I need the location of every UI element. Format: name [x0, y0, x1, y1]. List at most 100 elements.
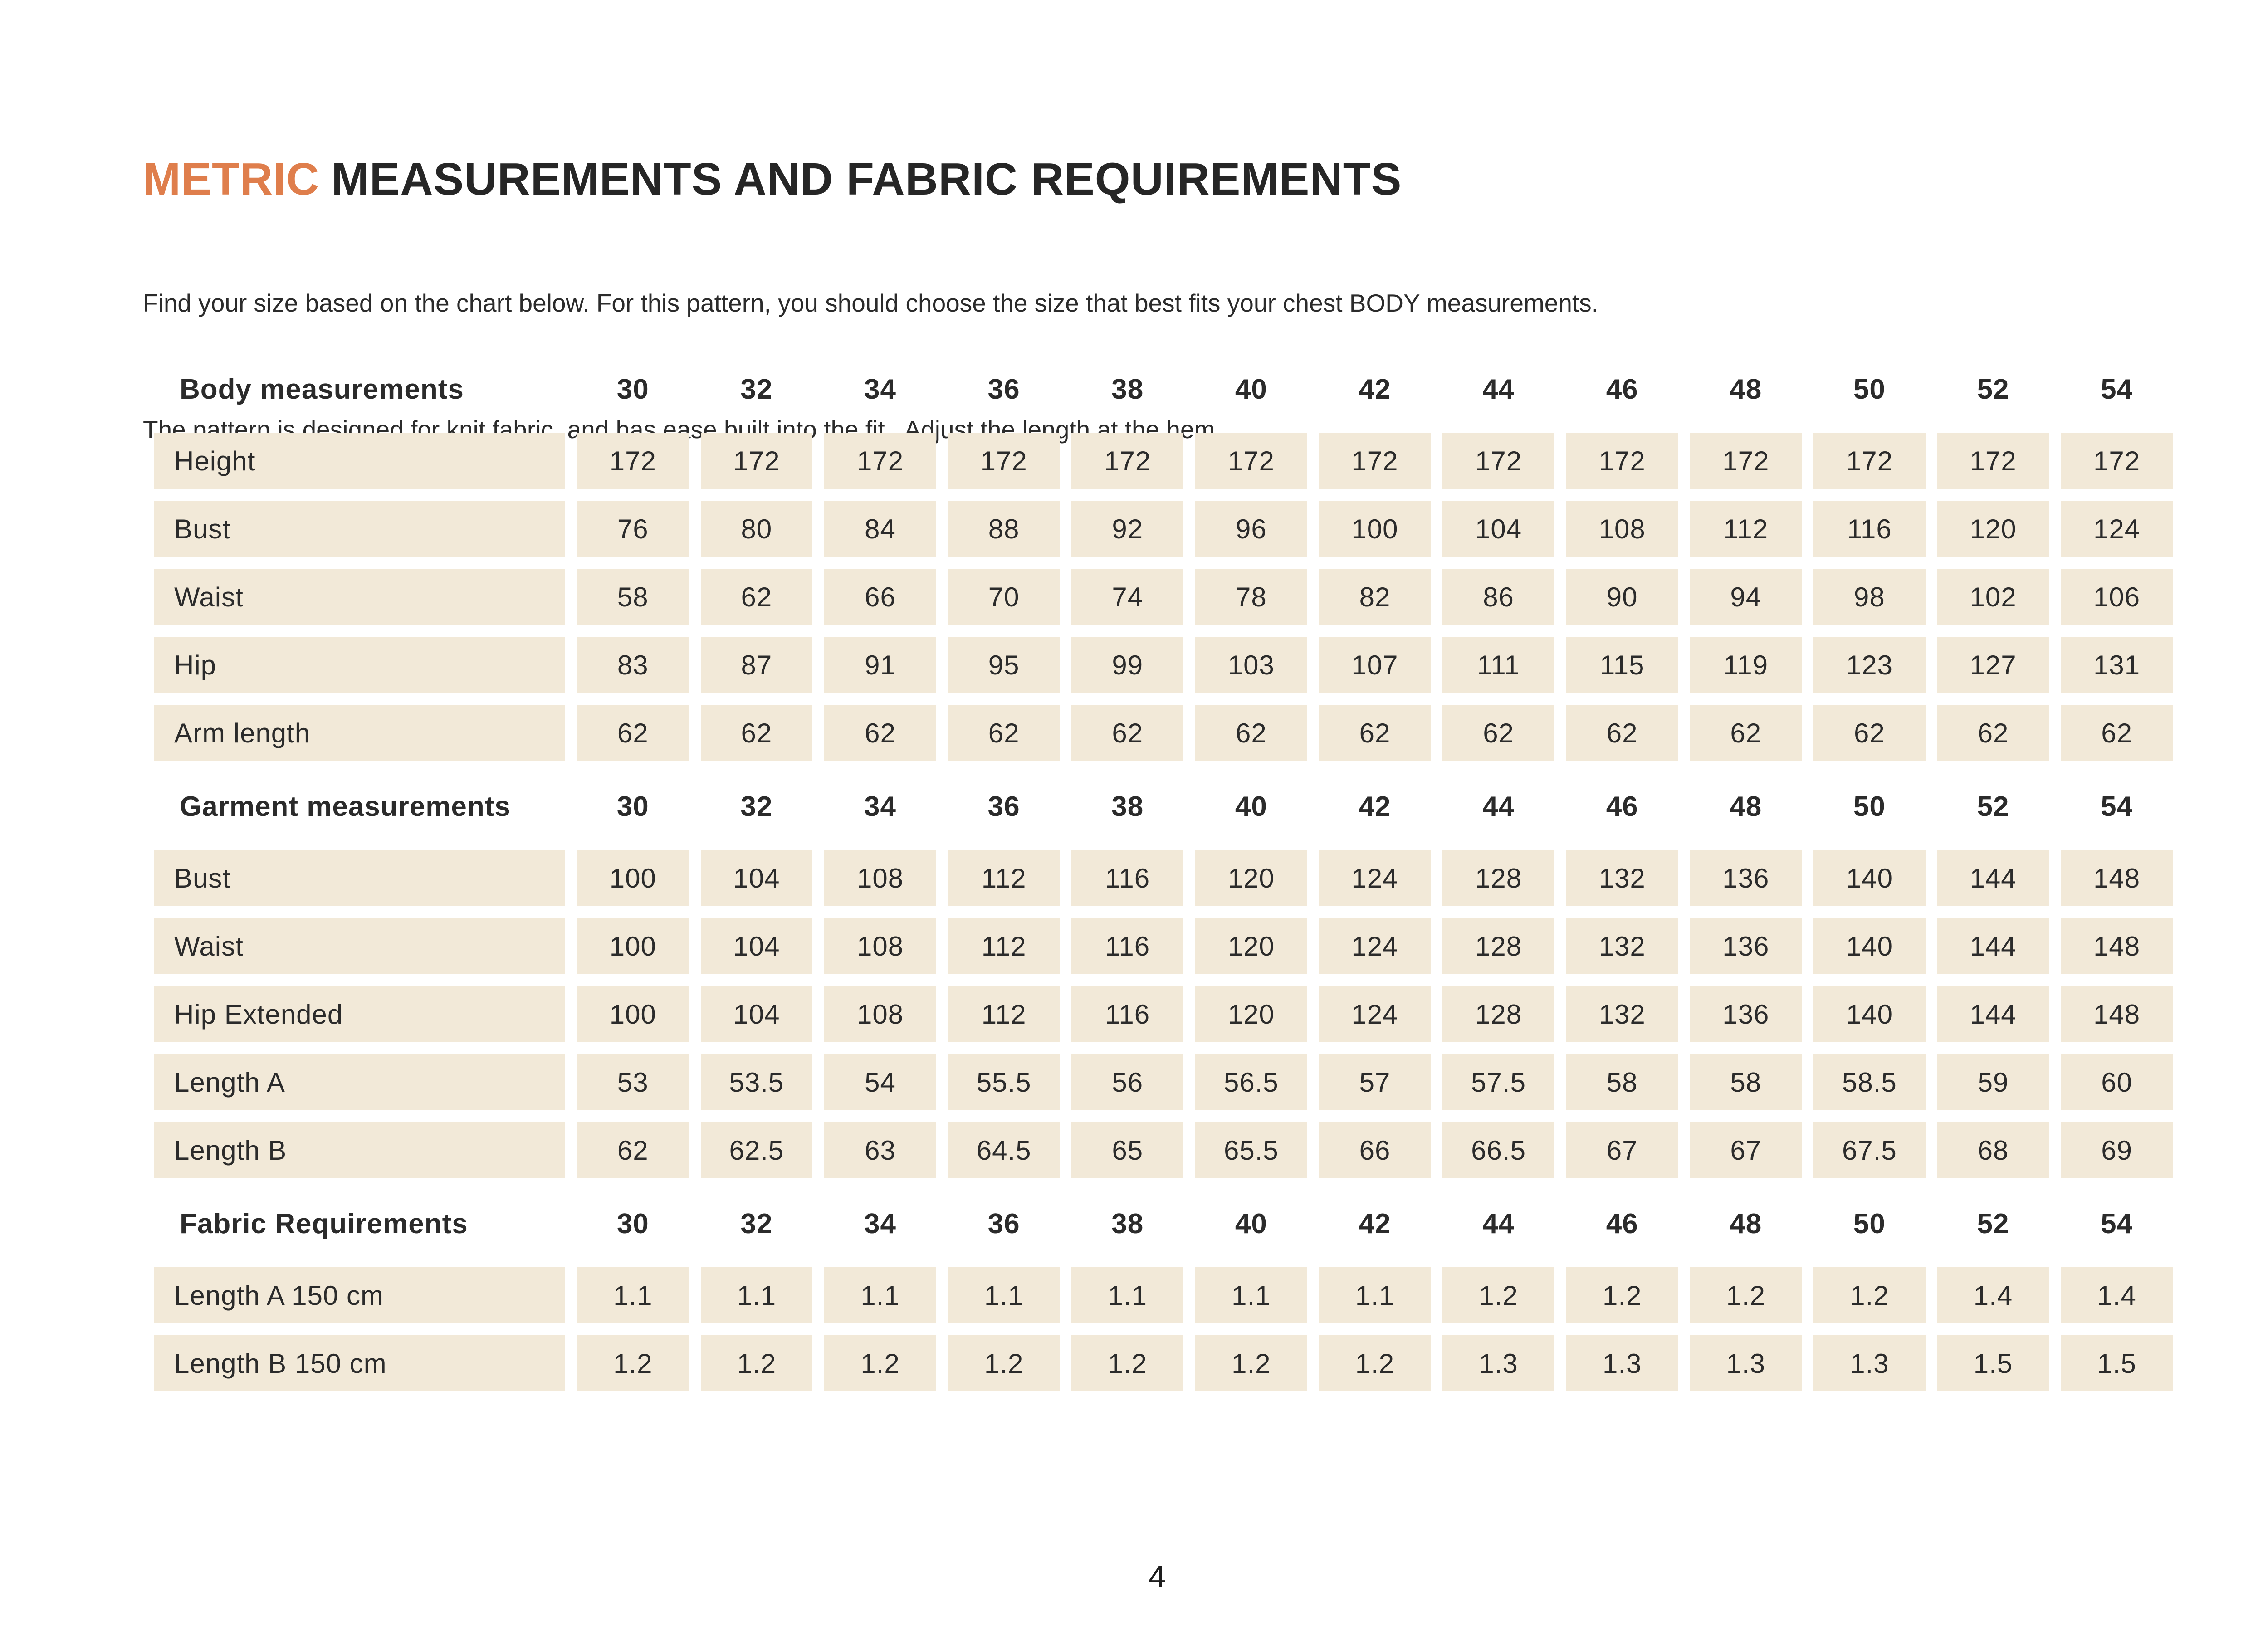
- value-cell: 76: [577, 501, 689, 557]
- section-header-row-garment-measurements: Garment measurements 30 32 34 36 38 40 42 44 46 48…: [154, 778, 2173, 835]
- row-label: Bust: [154, 850, 565, 906]
- value-cell: 80: [700, 501, 813, 557]
- size-column-header-44: 44: [1482, 373, 1515, 405]
- value-cell: 172: [1319, 433, 1431, 489]
- value-cell: 132: [1566, 850, 1678, 906]
- row-label: Hip: [154, 637, 565, 693]
- value-cell: 78: [1195, 569, 1307, 625]
- table-row-hip: Hip 83 87 91 95 99 103 107 111 115 119 123 127 131: [154, 637, 2173, 693]
- value-cell: 119: [1690, 637, 1802, 693]
- value-cell: 112: [948, 850, 1060, 906]
- value-cell: 74: [1071, 569, 1184, 625]
- value-cell: 63: [824, 1122, 936, 1178]
- value-cell: 140: [1813, 918, 1926, 974]
- value-cell: 107: [1319, 637, 1431, 693]
- value-cell: 1.1: [824, 1267, 936, 1323]
- page-title-highlight: METRIC: [143, 154, 320, 205]
- page-title: METRIC MEASUREMENTS AND FABRIC REQUIREMEN…: [143, 153, 1402, 205]
- value-cell: 1.1: [1195, 1267, 1307, 1323]
- value-cell: 62: [1566, 705, 1678, 761]
- size-column-header-38: 38: [1111, 1208, 1144, 1240]
- value-cell: 144: [1937, 986, 2049, 1042]
- table-row-bust: Bust 76 80 84 88 92 96 100 104 108 112 116 120 124: [154, 501, 2173, 557]
- row-label: Hip Extended: [154, 986, 565, 1042]
- value-cell: 1.1: [1319, 1267, 1431, 1323]
- value-cell: 1.1: [948, 1267, 1060, 1323]
- value-cell: 102: [1937, 569, 2049, 625]
- size-column-header-34: 34: [864, 1208, 896, 1240]
- value-cell: 123: [1813, 637, 1926, 693]
- row-label: Waist: [154, 569, 565, 625]
- value-cell: 172: [948, 433, 1060, 489]
- value-cell: 88: [948, 501, 1060, 557]
- value-cell: 53: [577, 1054, 689, 1110]
- value-cell: 1.1: [700, 1267, 813, 1323]
- size-column-header-42: 42: [1359, 1208, 1391, 1240]
- size-column-header-42: 42: [1359, 791, 1391, 822]
- value-cell: 111: [1442, 637, 1554, 693]
- value-cell: 1.4: [2061, 1267, 2173, 1323]
- value-cell: 98: [1813, 569, 1926, 625]
- value-cell: 108: [824, 986, 936, 1042]
- size-table: Body measurements 30 32 34 36 38 40 42 44 46 48 50 5…: [154, 344, 2173, 1403]
- value-cell: 62: [577, 705, 689, 761]
- size-column-header-44: 44: [1482, 791, 1515, 822]
- value-cell: 116: [1071, 918, 1184, 974]
- value-cell: 1.3: [1566, 1335, 1678, 1391]
- size-column-header-50: 50: [1853, 1208, 1886, 1240]
- value-cell: 58.5: [1813, 1054, 1926, 1110]
- value-cell: 70: [948, 569, 1060, 625]
- value-cell: 132: [1566, 986, 1678, 1042]
- value-cell: 115: [1566, 637, 1678, 693]
- value-cell: 100: [1319, 501, 1431, 557]
- value-cell: 140: [1813, 986, 1926, 1042]
- value-cell: 120: [1195, 918, 1307, 974]
- table-row-bust: Bust 100 104 108 112 116 120 124 128 132 136 140 144…: [154, 850, 2173, 906]
- value-cell: 116: [1071, 986, 1184, 1042]
- value-cell: 62: [577, 1122, 689, 1178]
- value-cell: 106: [2061, 569, 2173, 625]
- table-row-hip-extended: Hip Extended 100 104 108 112 116 120 124 128 132 1…: [154, 986, 2173, 1042]
- value-cell: 108: [824, 850, 936, 906]
- size-column-header-54: 54: [2101, 373, 2133, 405]
- value-cell: 62: [824, 705, 936, 761]
- size-column-header-48: 48: [1730, 791, 1762, 822]
- value-cell: 131: [2061, 637, 2173, 693]
- value-cell: 1.2: [1071, 1335, 1184, 1391]
- value-cell: 140: [1813, 850, 1926, 906]
- size-column-header-52: 52: [1977, 1208, 2009, 1240]
- value-cell: 62.5: [700, 1122, 813, 1178]
- table-row-waist: Waist 100 104 108 112 116 120 124 128 132 136 140 14…: [154, 918, 2173, 974]
- size-column-header-30: 30: [616, 1208, 649, 1240]
- value-cell: 62: [948, 705, 1060, 761]
- value-cell: 69: [2061, 1122, 2173, 1178]
- table-row-length-a: Length A 53 53.5 54 55.5 56 56.5 57 57.5 58 58 58.5…: [154, 1054, 2173, 1110]
- value-cell: 120: [1195, 986, 1307, 1042]
- value-cell: 1.2: [700, 1335, 813, 1391]
- size-column-header-34: 34: [864, 373, 896, 405]
- value-cell: 59: [1937, 1054, 2049, 1110]
- value-cell: 104: [700, 986, 813, 1042]
- value-cell: 91: [824, 637, 936, 693]
- size-column-header-40: 40: [1235, 1208, 1267, 1240]
- value-cell: 103: [1195, 637, 1307, 693]
- value-cell: 124: [1319, 986, 1431, 1042]
- value-cell: 82: [1319, 569, 1431, 625]
- value-cell: 62: [1319, 705, 1431, 761]
- value-cell: 92: [1071, 501, 1184, 557]
- value-cell: 96: [1195, 501, 1307, 557]
- row-label: Bust: [154, 501, 565, 557]
- value-cell: 66.5: [1442, 1122, 1554, 1178]
- value-cell: 172: [577, 433, 689, 489]
- value-cell: 62: [700, 705, 813, 761]
- value-cell: 1.4: [1937, 1267, 2049, 1323]
- size-column-header-40: 40: [1235, 373, 1267, 405]
- size-column-header-30: 30: [616, 791, 649, 822]
- value-cell: 95: [948, 637, 1060, 693]
- value-cell: 108: [1566, 501, 1678, 557]
- value-cell: 112: [948, 918, 1060, 974]
- value-cell: 1.2: [1813, 1267, 1926, 1323]
- row-label: Length A 150 cm: [154, 1267, 565, 1323]
- value-cell: 1.2: [1690, 1267, 1802, 1323]
- row-label: Length A: [154, 1054, 565, 1110]
